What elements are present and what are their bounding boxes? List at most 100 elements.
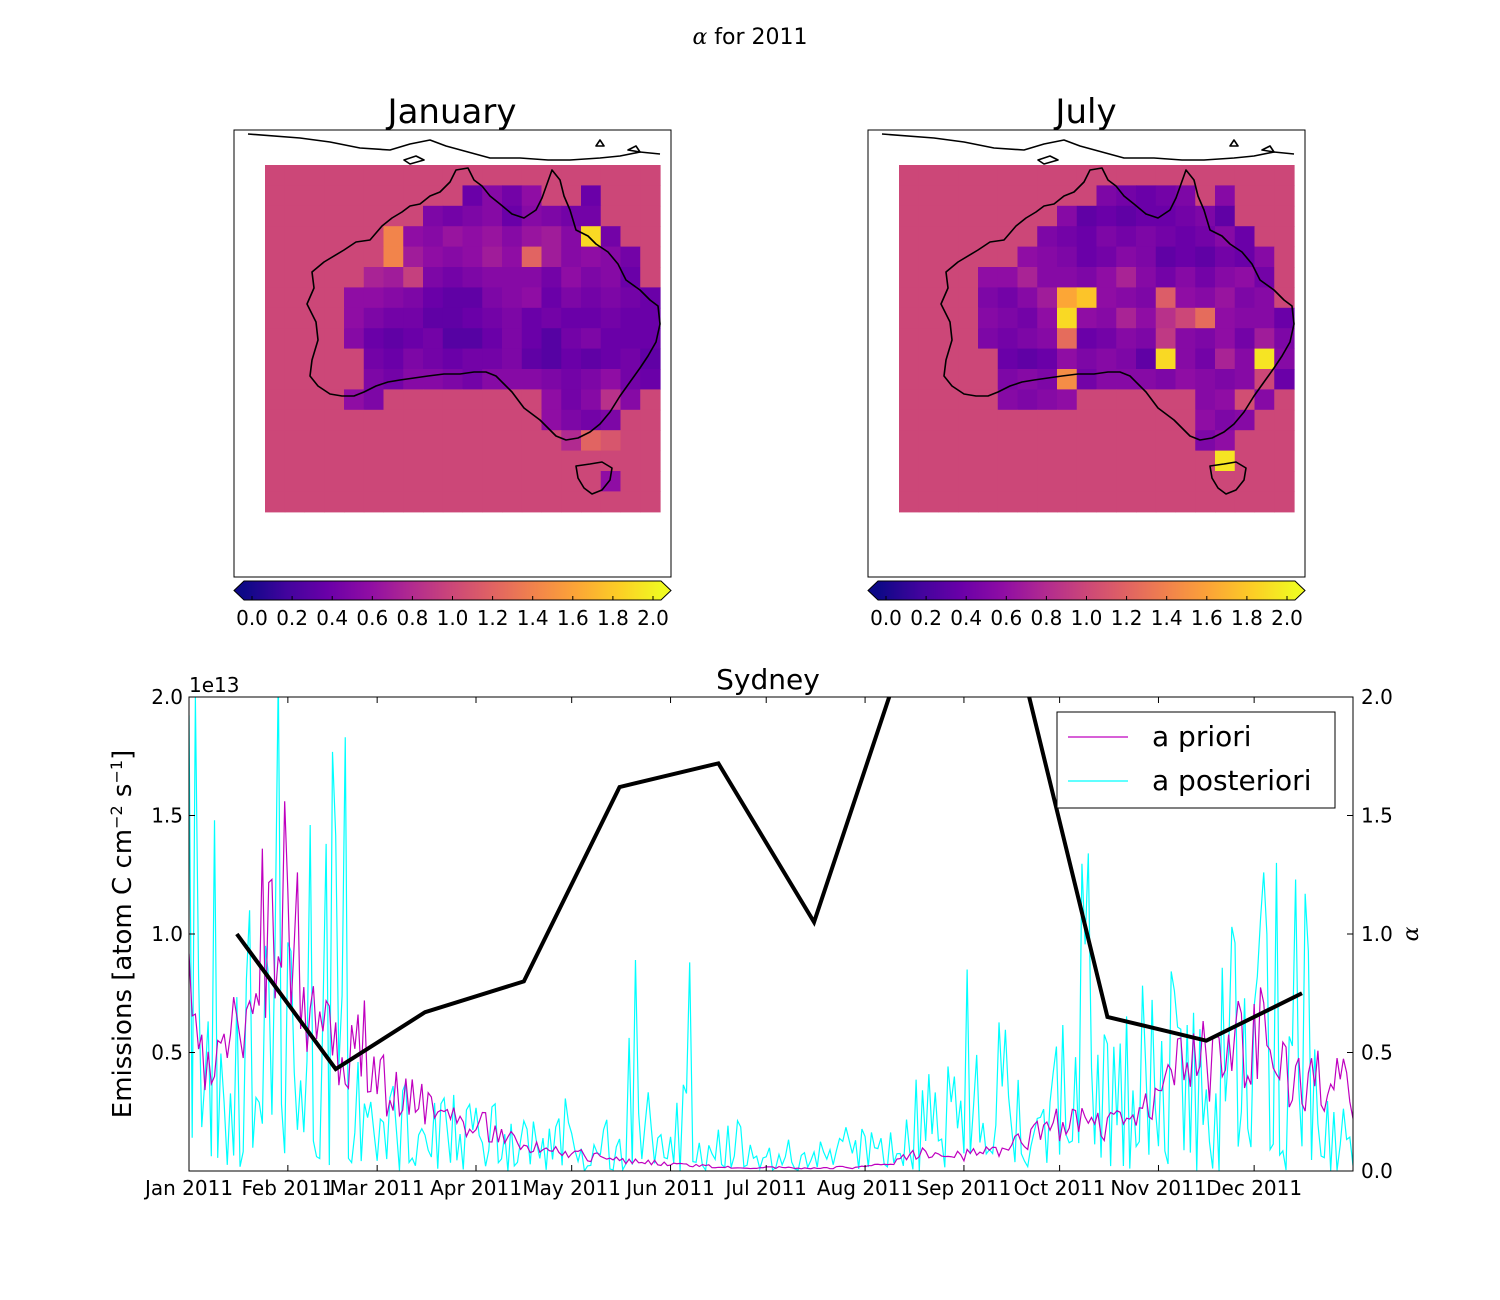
map-cell <box>1195 165 1216 186</box>
map-cell <box>363 165 385 186</box>
map-cell <box>324 246 345 268</box>
x-tick-label: Mar 2011 <box>330 1176 425 1200</box>
map-cell <box>1076 348 1098 370</box>
map-cell <box>304 471 325 492</box>
colorbar-gradient <box>878 581 1295 600</box>
map-cell <box>1076 430 1098 452</box>
suptitle-alpha-symbol: α <box>692 25 707 50</box>
map-cell <box>1155 471 1177 492</box>
map-cell <box>1155 328 1177 350</box>
map-cell <box>1175 450 1196 472</box>
map-title-january: January <box>386 92 517 132</box>
map-cell <box>899 389 920 411</box>
map-cell <box>1116 307 1137 329</box>
map-cell <box>620 307 641 329</box>
map-cell <box>1155 348 1177 370</box>
map-cell <box>1175 471 1196 492</box>
y-tick-label-right: 0.0 <box>1361 1159 1393 1183</box>
colorbar-tick-label: 1.6 <box>1191 606 1223 630</box>
colorbar-tick-label: 0.6 <box>990 606 1022 630</box>
map-cell <box>978 307 999 329</box>
map-cell <box>442 267 464 288</box>
map-cell <box>640 307 661 329</box>
map-cell <box>462 287 483 309</box>
map-cell <box>482 267 503 288</box>
map-cell <box>1037 165 1058 186</box>
map-cell <box>958 226 979 248</box>
map-cell <box>899 491 920 513</box>
map-cell <box>1057 307 1078 329</box>
map-cell <box>1017 267 1038 288</box>
map-cell <box>958 369 979 390</box>
map-cell <box>442 287 464 309</box>
map-cell <box>265 430 286 452</box>
map-cell <box>324 226 345 248</box>
map-cell <box>403 389 424 411</box>
map-cell <box>997 287 1019 309</box>
map-cell <box>284 450 306 472</box>
map-cell <box>561 267 582 288</box>
map-cell <box>1057 430 1078 452</box>
map-cell <box>997 307 1019 329</box>
map-cell <box>1195 491 1216 513</box>
map-cell <box>1057 226 1078 248</box>
map-cell <box>1096 389 1117 411</box>
map-cell <box>521 185 543 207</box>
map-cell <box>403 409 424 431</box>
map-cell <box>1136 328 1157 350</box>
map-cell <box>640 430 661 452</box>
map-cell <box>541 205 562 227</box>
map-cell <box>640 389 661 411</box>
map-cell <box>265 471 286 492</box>
map-cell <box>1037 185 1058 207</box>
map-cell <box>344 246 365 268</box>
legend-label-a-posteriori: a posteriori <box>1152 764 1311 797</box>
map-cell <box>958 165 979 186</box>
map-cell <box>1234 471 1256 492</box>
map-cell <box>442 389 464 411</box>
map-cell <box>403 246 424 268</box>
x-tick-label: Jul 2011 <box>724 1176 807 1200</box>
map-cell <box>1234 165 1256 186</box>
map-cell <box>541 369 562 390</box>
map-cell <box>1234 409 1256 431</box>
map-cell <box>541 328 562 350</box>
map-cell <box>521 267 543 288</box>
map-cell <box>978 267 999 288</box>
map-cell <box>541 246 562 268</box>
map-cell <box>1215 185 1236 207</box>
map-cell <box>363 471 385 492</box>
map-cell <box>521 205 543 227</box>
map-cell <box>284 205 306 227</box>
map-cell <box>1195 389 1216 411</box>
map-cell <box>344 409 365 431</box>
map-cell <box>1234 267 1256 288</box>
map-cell <box>1057 409 1078 431</box>
map-cell <box>938 471 959 492</box>
map-cell <box>918 287 940 309</box>
map-cell <box>442 430 464 452</box>
map-cell <box>1195 287 1216 309</box>
map-cell <box>997 409 1019 431</box>
map-cell <box>1215 369 1236 390</box>
map-cell <box>958 307 979 329</box>
map-cell <box>1274 430 1295 452</box>
series-line-a-priori <box>189 801 1353 1170</box>
map-cell <box>502 369 523 390</box>
map-cell <box>1037 430 1058 452</box>
map-cell <box>978 246 999 268</box>
map-cell <box>1234 226 1256 248</box>
map-cell <box>918 430 940 452</box>
coastline-tasmania <box>575 461 613 495</box>
map-cell <box>423 450 444 472</box>
map-cell <box>899 226 920 248</box>
map-cell <box>521 430 543 452</box>
map-cell <box>1215 348 1236 370</box>
map-cell <box>620 165 641 186</box>
legend-box <box>1056 711 1336 809</box>
map-cell <box>284 226 306 248</box>
map-cell <box>1195 246 1216 268</box>
map-cell <box>1254 287 1275 309</box>
map-cell <box>997 185 1019 207</box>
map-cell <box>561 369 582 390</box>
